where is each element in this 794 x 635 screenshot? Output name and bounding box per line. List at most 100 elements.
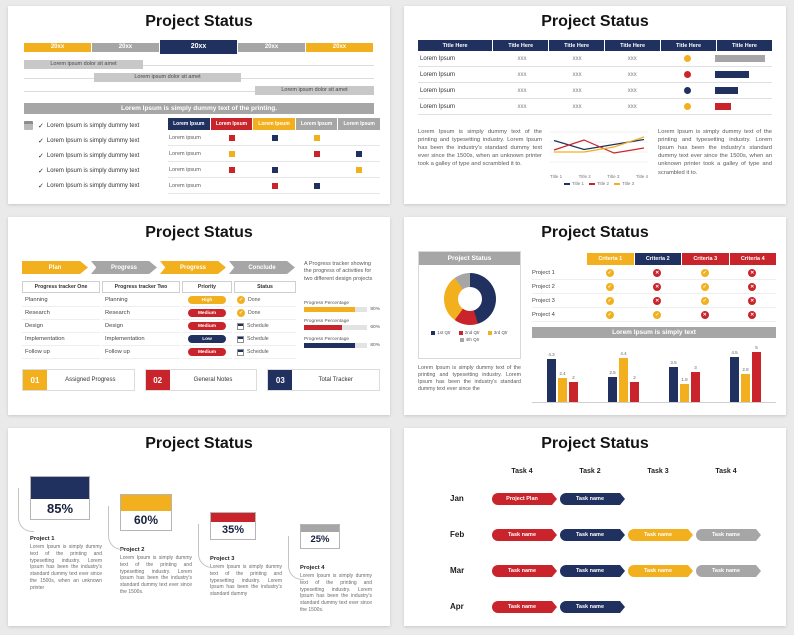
slide-project-status-table[interactable]: Project Status Title Here Title Here Title… — [404, 6, 786, 204]
progress-row: 80% — [304, 307, 380, 312]
status-dot — [683, 71, 691, 78]
slide-title: Project Status — [145, 13, 253, 30]
tracker-row: Follow up Follow up Medium Schedule — [22, 346, 296, 359]
legend-swatch — [458, 330, 463, 335]
table-cell: xxx — [627, 87, 637, 94]
slide-project-status-gantt[interactable]: Project Status Task 4 Task 2 Task 3 Task 4 … — [404, 428, 786, 626]
progress-block: Progress Percentage 80% — [304, 301, 380, 312]
value-bar — [714, 55, 765, 62]
line-chart-canvas — [550, 131, 648, 163]
percent-fill — [211, 513, 255, 522]
milestone-bar: Lorem ipsum dolor sit amet — [94, 73, 241, 82]
progress-block: Progress Percentage 80% — [304, 337, 380, 348]
percent-fill — [121, 495, 171, 511]
matrix-cell — [253, 182, 295, 189]
phase-arrow: Conclude — [229, 261, 295, 274]
priority-cell: Medium — [182, 307, 232, 320]
milestone-bar: Lorem ipsum dolor sit amet — [255, 86, 374, 95]
progress-track — [304, 325, 368, 330]
month-label: Jan — [450, 494, 464, 503]
legend-label: Title 3 — [622, 181, 635, 186]
slide-project-status-percent[interactable]: Project Status 85% Project 1 Lorem Ipsum i… — [8, 428, 390, 626]
x-axis-label: Title 4 — [635, 174, 648, 179]
task-pill: Task name — [560, 493, 625, 505]
x-axis-labels: Title 1 Title 2 Title 3 Title 4 — [548, 173, 650, 179]
priority-pill: Medium — [188, 309, 226, 317]
status-square — [355, 166, 362, 173]
x-icon: ✕ — [748, 310, 757, 319]
bar: 2.4 — [558, 371, 567, 402]
mark-cell: ✓ — [634, 310, 682, 319]
table-cell: xxx — [627, 71, 637, 78]
bar-value: 5 — [755, 345, 758, 350]
table-cell: xxx — [517, 55, 527, 62]
bar: 3.5 — [669, 360, 678, 402]
matrix-row: Lorem ipsum — [168, 162, 380, 178]
status-label: Schedule — [247, 336, 269, 342]
table-row: Lorem Ipsum xxx xxx xxx — [418, 51, 772, 67]
status-square — [355, 150, 362, 157]
progress-track — [304, 343, 368, 348]
status-label: Done — [248, 297, 261, 303]
slide-project-status-timeline[interactable]: Project Status 20xx 20xx 20xx 20xx 20xx Lore… — [8, 6, 390, 204]
mark-cell: ✓ — [586, 282, 634, 291]
check-icon: ✓ — [605, 268, 614, 277]
paragraph: Lorem Ipsum is simply dummy text of the … — [418, 365, 521, 393]
gantt-row: Feb Task name Task name Task name Task name — [404, 528, 786, 542]
mark-cell: ✓ — [586, 296, 634, 305]
x-axis-label: Title 2 — [578, 174, 591, 179]
slide-project-status-tracker[interactable]: Project Status Plan Progress Progress Concl… — [8, 217, 390, 415]
matrix-row: Lorem ipsum — [168, 130, 380, 146]
criteria-table: Criteria 1 Criteria 2 Criteria 3 Criteria 4… — [532, 253, 776, 322]
project-text: Lorem Ipsum is simply dummy text of the … — [120, 555, 192, 595]
progress-row: 60% — [304, 325, 380, 330]
legend-label: 1st Qtr — [437, 330, 451, 335]
project-text: Lorem Ipsum is simply dummy text of the … — [30, 544, 102, 591]
calendar-icon — [237, 335, 244, 343]
bar: 2 — [569, 375, 578, 402]
note-text: A Progress tracker showing the progress … — [304, 261, 373, 282]
tracker-header-cell: Status — [234, 281, 296, 293]
legend-label: Title 1 — [571, 181, 584, 186]
bar: 1.8 — [680, 377, 689, 402]
matrix-cell — [211, 150, 253, 157]
task-name: Implementation — [102, 333, 180, 346]
task-pill: Task name — [492, 529, 557, 541]
x-icon: ✕ — [653, 268, 662, 277]
legend-label: 4th Qtr — [465, 337, 480, 342]
mark-cell: ✕ — [681, 310, 729, 319]
percent-box: 85% — [30, 476, 90, 520]
mark-cell: ✕ — [634, 282, 682, 291]
month-label: Mar — [450, 566, 465, 575]
tracker-row: Research Research Medium ✓ Done — [22, 307, 296, 320]
footer-label: Total Tracker — [318, 377, 353, 383]
task-pill: Task name — [560, 565, 625, 577]
footer-label: Assigned Progress — [65, 377, 116, 383]
matrix-header-cell: Lorem Ipsum — [210, 118, 253, 130]
timeline: 20xx 20xx 20xx 20xx 20xx — [24, 40, 374, 54]
table-header-cell: Title Here — [549, 40, 605, 51]
task-name: Design — [102, 320, 180, 333]
legend-label: 3rd Qtr — [493, 330, 508, 335]
slide-project-status-criteria[interactable]: Project Status Project Status 1st Qtr 2nd… — [404, 217, 786, 415]
paragraph: Lorem Ipsum is simply dummy text of the … — [658, 129, 772, 176]
matrix-cell — [338, 166, 380, 173]
criteria-row: Project 2 ✓ ✕ ✓ ✕ — [532, 280, 776, 294]
matrix-header-cell: Lorem Ipsum — [295, 118, 338, 130]
task-pill: Task name — [492, 601, 557, 613]
legend-swatch — [459, 337, 464, 342]
timeline-segment: 20xx — [91, 42, 159, 52]
priority-cell: Medium — [182, 320, 232, 333]
bar-group: 3.5 1.8 3 — [668, 360, 701, 402]
phase-arrow: Plan — [22, 261, 88, 274]
check-icon: ✓ — [38, 137, 44, 145]
project-label: Project 2 — [532, 283, 555, 290]
gantt-column-header: Task 3 — [647, 468, 669, 475]
matrix-cell — [253, 166, 295, 173]
phase-arrows: Plan Progress Progress Conclude — [22, 261, 295, 274]
priority-pill: Low — [188, 335, 226, 343]
table-dot-cell — [660, 103, 715, 110]
project-group: 35% Project 3 Lorem Ipsum is simply dummy … — [198, 512, 286, 598]
table-cell: Lorem Ipsum — [420, 87, 456, 94]
x-icon: ✕ — [748, 268, 757, 277]
